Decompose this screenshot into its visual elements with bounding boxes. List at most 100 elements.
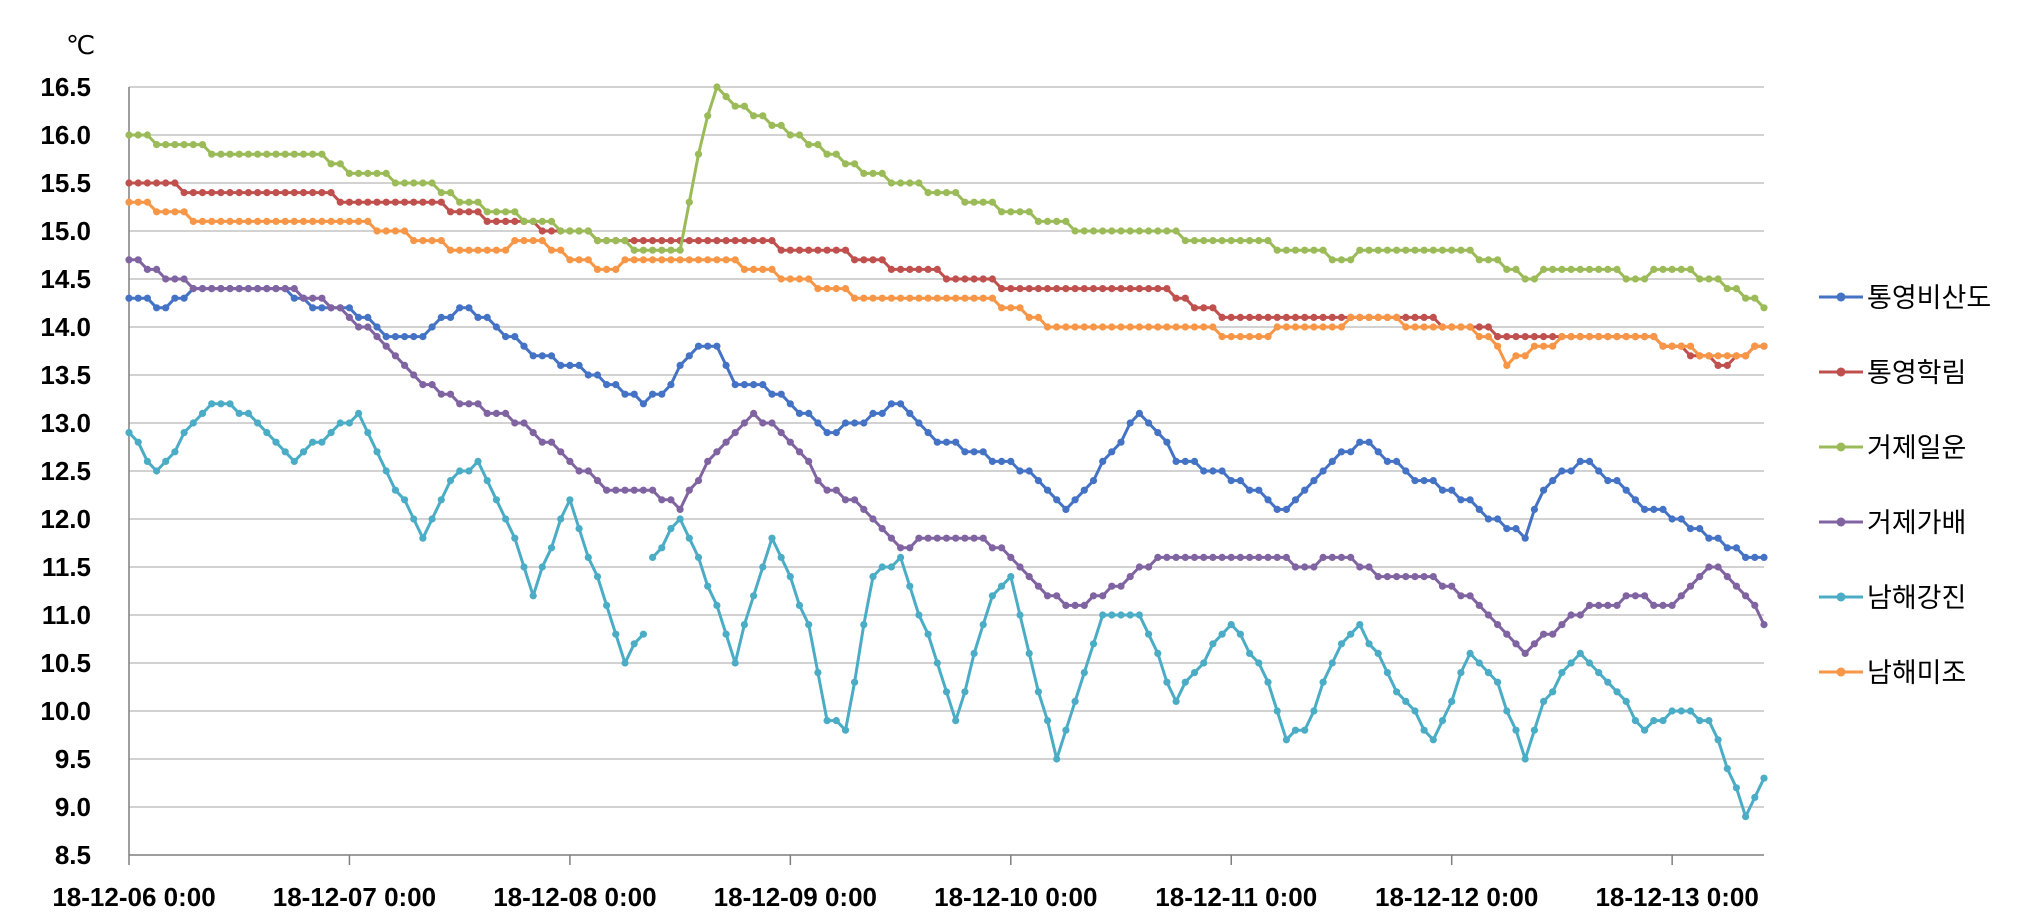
data-point <box>355 198 363 206</box>
data-point <box>1043 717 1052 725</box>
data-point <box>658 256 666 264</box>
data-point <box>805 621 813 629</box>
x-tick-label: 18-12-10 0:00 <box>934 882 1097 912</box>
data-point <box>1043 285 1052 293</box>
data-point <box>1328 553 1336 562</box>
data-point <box>906 179 914 187</box>
data-point <box>1420 323 1428 331</box>
data-point <box>364 169 372 177</box>
legend-label: 통영비산도 <box>1867 283 1991 314</box>
data-point <box>492 496 500 504</box>
data-point <box>171 275 179 283</box>
data-point <box>336 160 344 168</box>
data-point <box>1154 323 1162 331</box>
data-point <box>860 294 868 302</box>
data-point <box>244 189 252 197</box>
data-point <box>1236 333 1244 341</box>
data-point <box>1604 333 1612 341</box>
data-point <box>1641 726 1649 734</box>
data-point <box>731 102 739 110</box>
data-point <box>1016 208 1024 216</box>
data-point <box>786 573 794 581</box>
data-point <box>1714 563 1722 571</box>
data-point <box>1650 333 1658 341</box>
data-point <box>327 217 335 225</box>
data-point <box>1356 563 1364 571</box>
data-point <box>897 294 905 302</box>
data-point <box>1007 573 1015 581</box>
data-point <box>153 208 161 216</box>
data-point <box>915 534 923 542</box>
data-point <box>1503 265 1511 273</box>
data-point <box>437 390 445 398</box>
data-point <box>1181 457 1189 465</box>
data-point <box>1420 313 1428 321</box>
data-point <box>391 198 399 206</box>
data-point <box>1099 611 1107 619</box>
data-point <box>143 131 151 139</box>
data-point <box>198 285 207 293</box>
data-point <box>924 294 932 302</box>
data-point <box>401 361 409 369</box>
data-point <box>226 285 234 293</box>
data-point <box>391 352 399 360</box>
data-point <box>639 246 648 254</box>
data-point <box>1714 352 1722 360</box>
data-point <box>511 534 519 542</box>
data-point <box>309 438 317 446</box>
data-point <box>1751 294 1759 302</box>
data-point <box>1585 265 1594 273</box>
data-point <box>547 217 556 225</box>
data-point <box>795 601 804 610</box>
data-point <box>639 237 648 245</box>
data-point <box>1062 505 1070 513</box>
data-point <box>814 141 822 149</box>
series-통영비산도 <box>125 285 1768 562</box>
data-point <box>483 409 491 417</box>
data-point <box>1135 611 1143 619</box>
data-point <box>1429 736 1437 744</box>
data-point <box>217 400 225 408</box>
data-point <box>290 285 298 293</box>
data-point <box>1530 333 1538 341</box>
data-point <box>1732 582 1740 590</box>
data-point <box>1117 438 1125 446</box>
data-point <box>1089 227 1098 235</box>
data-point <box>1521 534 1529 542</box>
data-point <box>1466 246 1474 254</box>
data-point <box>1411 573 1419 581</box>
data-point <box>327 304 335 312</box>
data-point <box>658 246 666 254</box>
data-point <box>1567 333 1575 341</box>
data-point <box>1604 265 1612 273</box>
data-point <box>446 189 455 197</box>
legend-label: 남해강진 <box>1867 583 1966 614</box>
data-point <box>887 534 896 542</box>
data-point <box>1521 352 1529 360</box>
data-point <box>952 534 960 542</box>
data-point <box>704 237 712 245</box>
data-point <box>143 179 151 187</box>
data-point <box>1457 246 1465 254</box>
data-point <box>1108 285 1116 293</box>
data-point <box>1282 736 1290 744</box>
data-point <box>171 294 179 302</box>
data-point <box>1062 601 1070 610</box>
data-point <box>1732 352 1740 360</box>
data-point <box>1595 265 1603 273</box>
data-point <box>1393 688 1401 696</box>
data-point <box>998 582 1006 590</box>
data-point <box>1530 640 1538 648</box>
data-point <box>171 179 179 187</box>
data-point <box>575 361 583 369</box>
data-point <box>208 285 216 293</box>
data-point <box>1227 237 1235 245</box>
data-point <box>1631 592 1639 600</box>
data-point <box>244 150 252 158</box>
data-point <box>667 496 675 504</box>
data-point <box>630 390 638 398</box>
data-point <box>1034 688 1042 696</box>
data-point <box>942 688 951 696</box>
data-point <box>1181 294 1189 302</box>
data-point <box>869 515 877 523</box>
